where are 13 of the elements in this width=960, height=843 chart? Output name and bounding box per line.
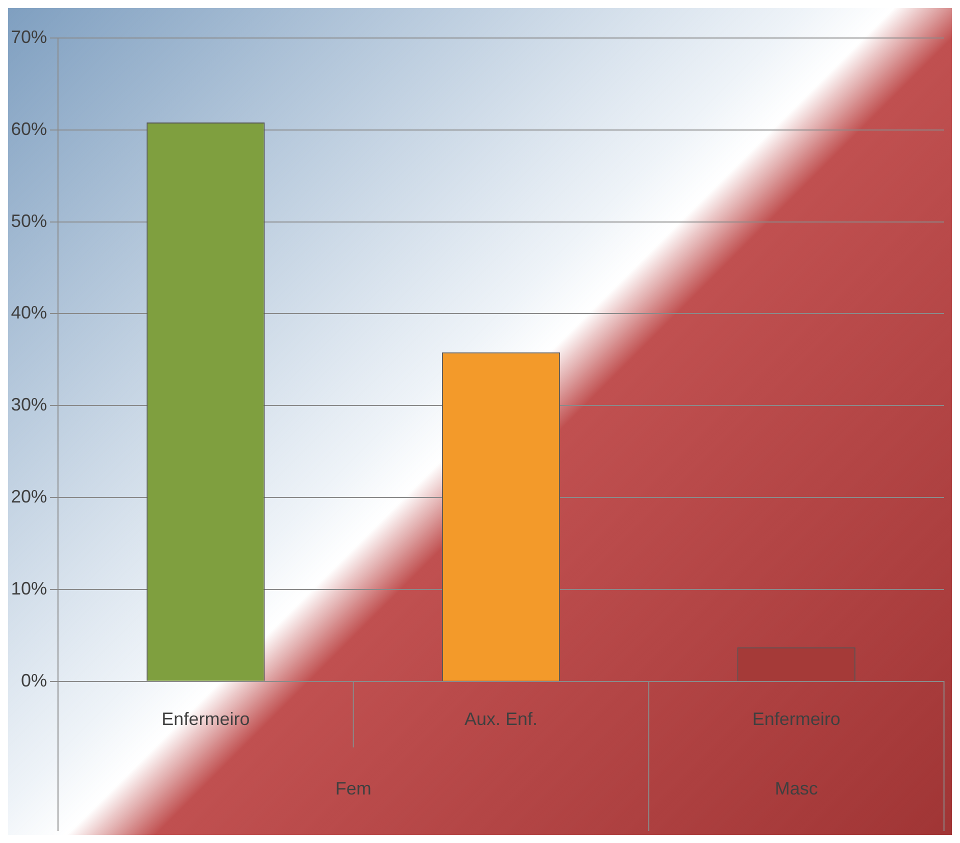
y-tick-label: 20% <box>10 486 48 507</box>
y-tick-label: 40% <box>10 302 48 323</box>
y-tick-label: 0% <box>21 670 48 690</box>
x-tick-label: Enfermeiro <box>752 709 840 730</box>
y-tick-label: 50% <box>10 210 48 231</box>
text: Masc <box>774 778 818 798</box>
text: Fem <box>335 778 372 798</box>
x-tick-label: Enfermeiro <box>162 709 250 730</box>
y-tick-label: 60% <box>10 118 48 139</box>
y-tick-label: 10% <box>10 578 48 598</box>
y-tick-label: 30% <box>10 394 48 415</box>
y-tick-label: 70% <box>10 26 48 47</box>
x-tick-label: Aux. Enf. <box>464 709 538 730</box>
